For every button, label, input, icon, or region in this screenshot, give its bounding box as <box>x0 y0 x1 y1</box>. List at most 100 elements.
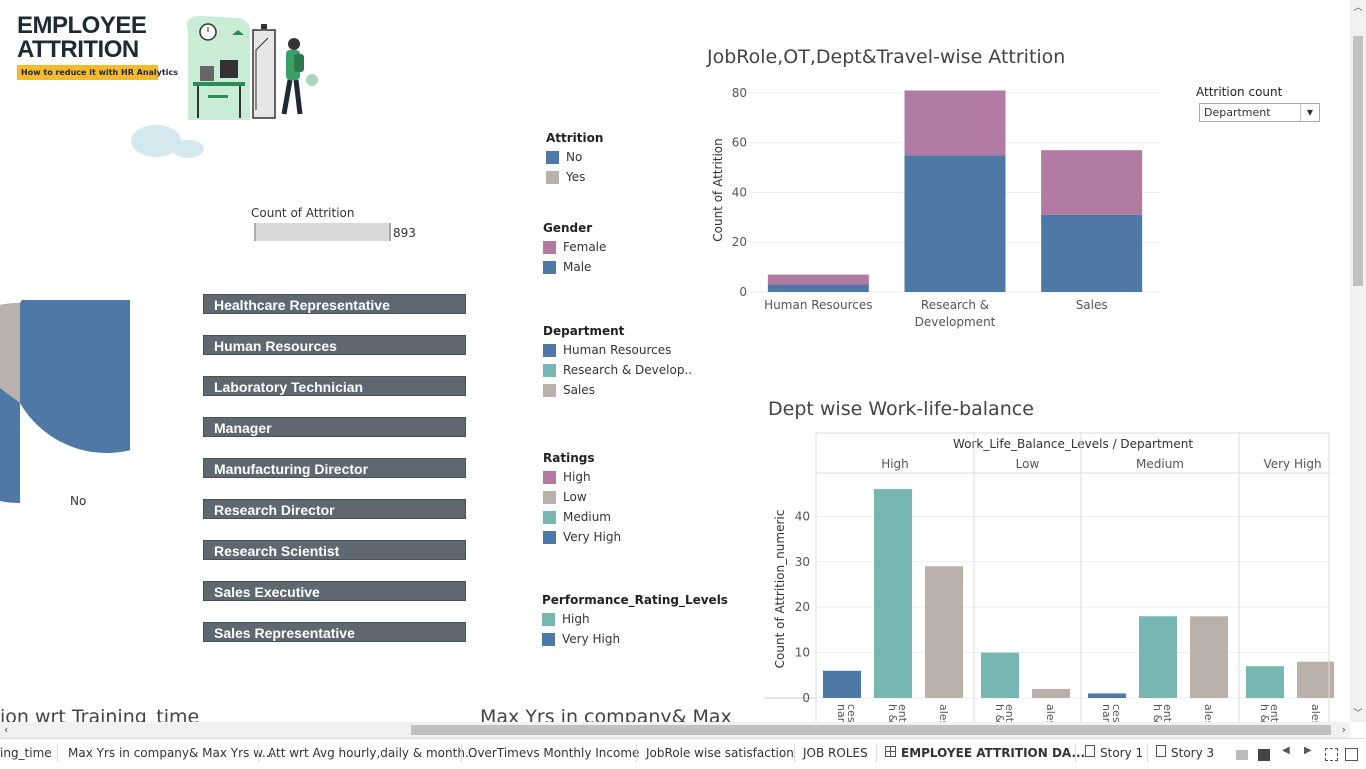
horizontal-scroll-thumb[interactable] <box>411 725 1331 735</box>
tab-job-roles[interactable]: JOB ROLES <box>803 746 868 760</box>
chart2-x-tick: ent <box>1161 704 1174 723</box>
legend-label: Research & Develop.. <box>563 363 693 377</box>
legend-gender: Gender Female Male <box>543 221 606 277</box>
legend-label: Female <box>563 240 607 254</box>
filter-dropdown[interactable]: Department ▼ <box>1199 103 1320 122</box>
chart2-bar <box>925 566 963 698</box>
legend-swatch <box>543 260 556 274</box>
pie-slice-yes <box>0 302 20 403</box>
legend-item[interactable]: Male <box>543 257 606 277</box>
chart2-bar <box>1032 688 1070 698</box>
logo-subtitle: How to reduce it with HR Analytics <box>17 65 178 80</box>
chart2-bar <box>1190 616 1228 698</box>
tab-separator <box>876 744 877 762</box>
first-sheet-icon[interactable]: ◀ <box>1282 745 1290 756</box>
job-role-button[interactable]: Human Resources <box>203 335 466 355</box>
next-sheet-icon[interactable]: ▶ <box>1304 745 1312 756</box>
story-icon <box>1156 745 1166 757</box>
legend-swatch <box>543 490 556 504</box>
legend-item[interactable]: High <box>542 609 728 629</box>
attrition-pie-chart[interactable] <box>0 300 130 510</box>
legend-label: Yes <box>566 170 586 184</box>
legend-item[interactable]: Very High <box>543 527 621 547</box>
tab-separator <box>794 744 795 762</box>
chart1-bar-segment <box>904 155 1006 292</box>
tab-overtime[interactable]: OverTimevs Monthly Income <box>468 746 640 760</box>
chart1-bar-segment <box>767 284 869 292</box>
legend-item[interactable]: Low <box>543 487 621 507</box>
scroll-down-icon[interactable]: ﹀ <box>1353 709 1363 719</box>
legend-label: Sales <box>563 383 595 397</box>
sheet-tab-bar <box>0 738 1366 769</box>
chart1-y-tick: 0 <box>739 285 747 299</box>
chart2-x-tick: ces <box>845 704 858 723</box>
job-role-button[interactable]: Laboratory Technician <box>203 376 466 396</box>
chart2-bar <box>981 652 1019 698</box>
legend-item[interactable]: Medium <box>543 507 621 527</box>
legend-swatch <box>546 170 559 184</box>
legend-attrition: Attrition No Yes <box>546 131 603 187</box>
vertical-scrollbar[interactable]: ︿ ﹀ <box>1350 0 1366 722</box>
logo-title-line2: ATTRITION <box>17 36 139 63</box>
tab-story-3[interactable]: Story 3 <box>1156 740 1214 766</box>
chart2-x-tick: ces <box>1110 704 1123 723</box>
horizontal-scrollbar[interactable]: ‹ › <box>0 722 1350 738</box>
tab-max-yrs[interactable]: Max Yrs in company& Max Yrs w... <box>68 746 274 760</box>
scroll-up-icon[interactable]: ︿ <box>1353 3 1363 13</box>
legend-department: Department Human Resources Research & Dev… <box>543 324 692 400</box>
tab-separator <box>57 744 58 762</box>
show-tabs-icon[interactable] <box>1258 749 1270 761</box>
legend-item[interactable]: Sales <box>543 380 692 400</box>
logo: EMPLOYEE ATTRITION How to reduce it with… <box>17 12 178 80</box>
legend-swatch <box>543 510 556 524</box>
tab-avg-hourly[interactable]: Att wrt Avg hourly,daily & month... <box>268 746 477 760</box>
tab-employee-attrition-dashboard[interactable]: EMPLOYEE ATTRITION DA... <box>885 740 1085 766</box>
legend-swatch <box>546 150 559 164</box>
legend-item[interactable]: Research & Develop.. <box>543 360 692 380</box>
chart2-x-tick: h & <box>1151 704 1164 723</box>
legend-gender-title: Gender <box>543 221 593 235</box>
legend-label: Human Resources <box>563 343 672 357</box>
tab-story-1[interactable]: Story 1 <box>1085 740 1143 766</box>
legend-item[interactable]: No <box>546 147 603 167</box>
chart2-x-tick: h & <box>886 704 899 723</box>
tab-label: EMPLOYEE ATTRITION DA... <box>901 746 1086 760</box>
job-role-button[interactable]: Manager <box>203 417 466 437</box>
chevron-down-icon: ▼ <box>1300 104 1319 121</box>
chart2-title: Dept wise Work-life-balance <box>768 398 1034 420</box>
job-role-button[interactable]: Research Director <box>203 499 466 519</box>
fullscreen-icon[interactable] <box>1325 748 1338 761</box>
job-role-button[interactable]: Healthcare Representative <box>203 294 466 314</box>
vertical-scroll-thumb[interactable] <box>1353 36 1363 286</box>
logo-title-line1: EMPLOYEE <box>17 12 147 39</box>
tab-separator <box>636 744 637 762</box>
chart1-y-tick: 40 <box>732 185 747 199</box>
chart2-y-tick: 30 <box>795 555 810 569</box>
chart2-bar <box>823 670 861 698</box>
legend-item[interactable]: High <box>543 467 621 487</box>
chart2-x-tick: nan <box>1100 704 1113 724</box>
legend-item[interactable]: Very High <box>542 629 728 649</box>
legend-item[interactable]: Human Resources <box>543 340 692 360</box>
chart2-y-label: Count of Attrition_numeric <box>773 510 787 669</box>
legend-item[interactable]: Female <box>543 237 606 257</box>
story-icon <box>1085 745 1095 757</box>
job-role-button[interactable]: Manufacturing Director <box>203 458 466 478</box>
expand-icon[interactable] <box>1345 748 1358 761</box>
legend-item[interactable]: Yes <box>546 167 603 187</box>
tab-training-time[interactable]: ing_time <box>0 746 52 760</box>
count-of-attrition-value: 893 <box>393 226 416 240</box>
job-role-button[interactable]: Sales Executive <box>203 581 466 601</box>
chart2-x-tick: ent <box>1268 704 1281 723</box>
chart1-stacked-bar: 0 20 40 60 80 Count of Attrition Human Resourc… <box>711 86 1160 329</box>
scroll-left-icon[interactable]: ‹ <box>4 723 9 736</box>
tab-separator <box>1075 744 1076 762</box>
job-role-button[interactable]: Sales Representative <box>203 622 466 642</box>
tab-jobrole-satisfaction[interactable]: JobRole wise satisfaction <box>646 746 794 760</box>
show-sheet-sorter-icon[interactable] <box>1236 750 1248 760</box>
chart2-x-tick: ales <box>1309 704 1322 724</box>
chart2-x-tick: h & <box>993 704 1006 723</box>
scroll-right-icon[interactable]: › <box>1341 723 1346 736</box>
chart2-panel-label: Low <box>1016 457 1040 471</box>
job-role-button[interactable]: Research Scientist <box>203 540 466 560</box>
